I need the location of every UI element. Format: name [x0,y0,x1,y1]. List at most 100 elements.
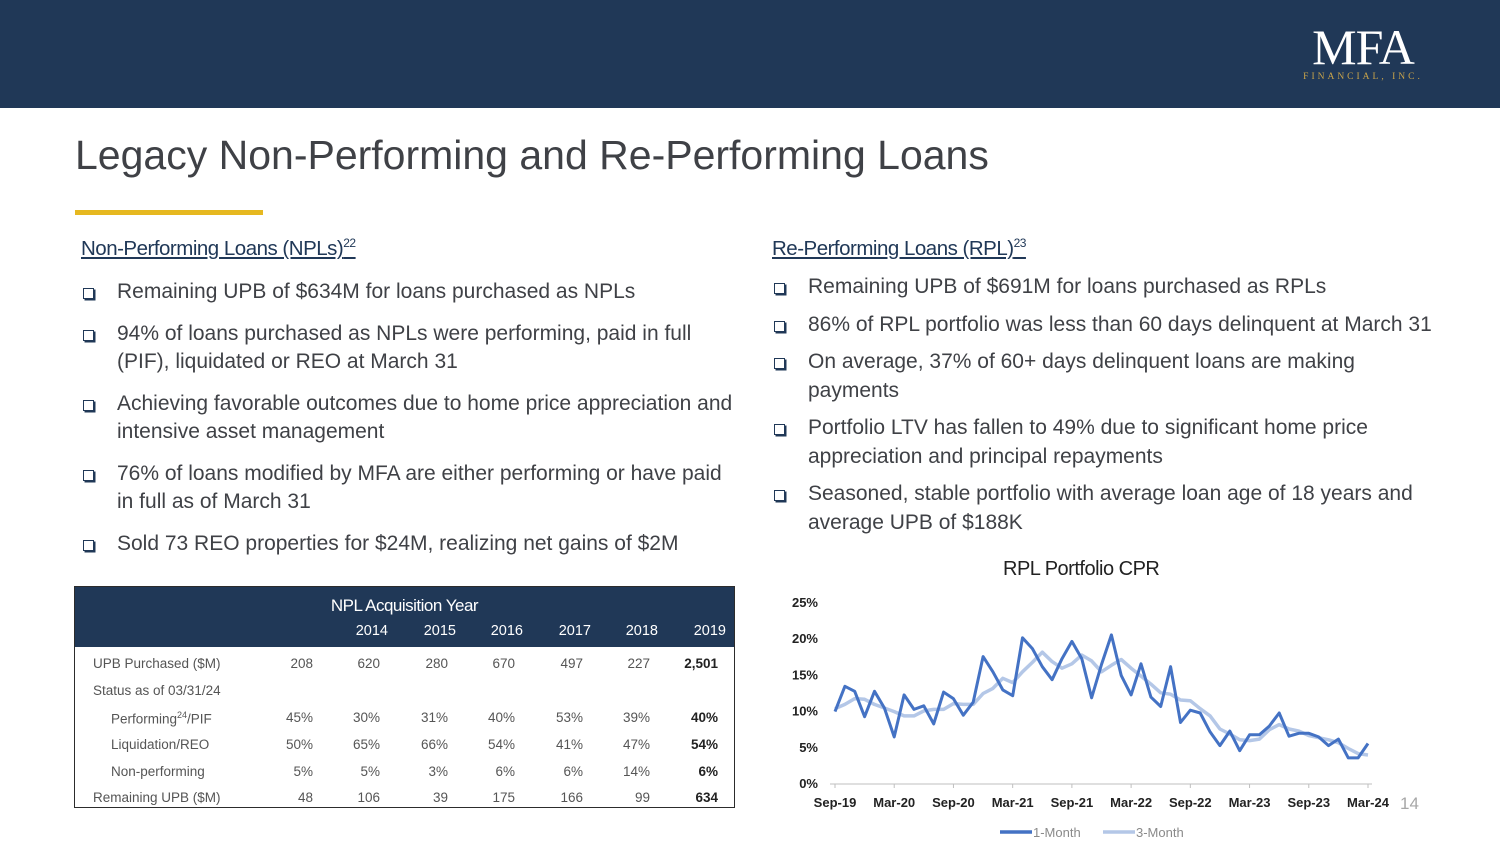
column-header: 2019 [693,623,726,639]
table-cell: 166 [560,790,583,805]
bullet-text: Seasoned, stable portfolio with average … [808,482,1413,534]
bullet-text: Remaining UPB of $691M for loans purchas… [808,275,1327,298]
rpl-heading-text: Re-Performing Loans (RPL) [772,236,1014,260]
row-label: Liquidation/REO [111,737,210,752]
table-cell-total: 634 [695,790,718,805]
table-cell: 30% [352,710,380,725]
table-cell: 6% [563,764,583,779]
y-tick-label: 20% [792,631,818,646]
bullet-text: 86% of RPL portfolio was less than 60 da… [808,312,1432,336]
rpl-heading-footnote: 23 [1013,236,1027,250]
y-tick-label: 0% [799,776,818,791]
row-label-suffix: /PIF [187,711,212,727]
header-bar: MFA FINANCIAL, INC. [0,0,1500,108]
x-tick-label: Mar-24 [1347,795,1390,810]
table-cell-total: 40% [690,710,718,725]
table-cell: 65% [352,737,380,752]
x-tick-label: Mar-23 [1229,795,1271,810]
table-row: Non-performing 5% 5% 3% 6% 6% 14% 6% [75,764,734,786]
bullet-text: Remaining UPB of $634M for loans purchas… [117,280,636,303]
table-cell: 39% [622,710,650,725]
table-cell: 5% [293,764,313,779]
table-cell: 47% [622,737,650,752]
page-title: Legacy Non-Performing and Re-Performing … [75,132,989,178]
x-tick-label: Mar-20 [873,795,915,810]
row-label: Status as of 03/31/24 [93,683,221,698]
list-item: 94% of loans purchased as NPLs were perf… [81,320,741,377]
legend-label: 1-Month [1033,825,1081,840]
table-cell: 50% [285,737,313,752]
checkbox-bullet-icon [774,424,785,435]
checkbox-bullet-icon [83,539,94,551]
table-cell: 14% [622,764,650,779]
table-row: Liquidation/REO 50% 65% 66% 54% 41% 47% … [75,737,734,759]
y-tick-label: 5% [799,740,818,755]
x-tick-label: Mar-22 [1110,795,1152,810]
npl-acquisition-table: NPL Acquisition Year 2014 2015 2016 2017… [74,586,793,808]
row-label-footnote: 24 [177,710,188,720]
table-caption: NPL Acquisition Year [330,596,479,615]
table-cell-total: 2,501 [684,656,718,671]
x-tick-label: Sep-22 [1169,795,1212,810]
row-label: Performing24/PIF [111,710,212,727]
series-line-3-month [834,650,1369,757]
list-item: Seasoned, stable portfolio with average … [772,480,1482,537]
list-item: Remaining UPB of $691M for loans purchas… [772,273,1482,302]
x-tick-label: Sep-21 [1051,795,1094,810]
table-cell: 208 [290,656,313,671]
table-cell: 39 [432,790,448,805]
list-item: Remaining UPB of $634M for loans purchas… [81,278,741,307]
bullet-text: 94% of loans purchased as NPLs were perf… [117,321,692,374]
column-header: 2017 [558,623,591,639]
mfa-logo: MFA FINANCIAL, INC. [1296,19,1430,90]
checkbox-bullet-icon [774,490,785,501]
bullet-text: Sold 73 REO properties for $24M, realizi… [117,531,679,555]
row-label-text: Performing [111,711,178,727]
table-cell: 31% [420,710,448,725]
table-cell: 5% [360,764,380,779]
y-tick-label: 15% [792,667,818,682]
title-underline [75,210,263,215]
table-cell: 497 [560,656,583,671]
rpl-heading: Re-Performing Loans (RPL)23 [772,236,1026,261]
table-cell: 53% [555,710,583,725]
bullet-text: 76% of loans modified by MFA are either … [117,461,722,514]
npl-bullet-list: Remaining UPB of $634M for loans purchas… [81,278,741,571]
series-line-1-month [833,633,1370,760]
list-item: 86% of RPL portfolio was less than 60 da… [772,311,1482,340]
rpl-bullet-list: Remaining UPB of $691M for loans purchas… [772,273,1482,546]
x-tick-label: Mar-21 [992,795,1034,810]
y-tick-label: 25% [792,595,818,610]
npl-heading: Non-Performing Loans (NPLs)22 [81,236,356,261]
table-cell: 40% [487,710,515,725]
bullet-text: On average, 37% of 60+ days delinquent l… [808,350,1355,402]
x-tick-label: Sep-23 [1287,795,1330,810]
table-cell: 620 [357,656,380,671]
y-tick-label: 10% [792,704,818,719]
legend-label: 3-Month [1136,825,1184,840]
checkbox-bullet-icon [83,329,94,341]
chart-title: RPL Portfolio CPR [1003,558,1160,580]
table-cell: 99 [634,790,650,805]
row-label: Remaining UPB ($M) [93,790,221,805]
list-item: Sold 73 REO properties for $24M, realizi… [81,530,741,559]
table-cell: 45% [285,710,313,725]
row-label: Non-performing [111,764,205,779]
bullet-text: Achieving favorable outcomes due to home… [117,391,733,444]
table-header: NPL Acquisition Year 2014 2015 2016 2017… [75,587,793,647]
column-header: Total [762,623,793,639]
logo-subtitle: FINANCIAL, INC. [1303,72,1423,82]
table-cell: 175 [492,790,515,805]
list-item: Achieving favorable outcomes due to home… [81,390,741,447]
table-cell: 3% [428,764,448,779]
table-cell-total: 54% [690,737,718,752]
table-cell: 6% [495,764,515,779]
page-number: 14 [1400,794,1419,813]
x-tick-label: Sep-19 [814,795,857,810]
checkbox-bullet-icon [774,320,785,332]
table-cell: 106 [357,790,380,805]
x-tick-label: Sep-20 [932,795,975,810]
table-cell: 280 [425,656,448,671]
logo-wordmark: MFA [1312,19,1415,75]
table-row: Status as of 03/31/24 [75,683,734,705]
